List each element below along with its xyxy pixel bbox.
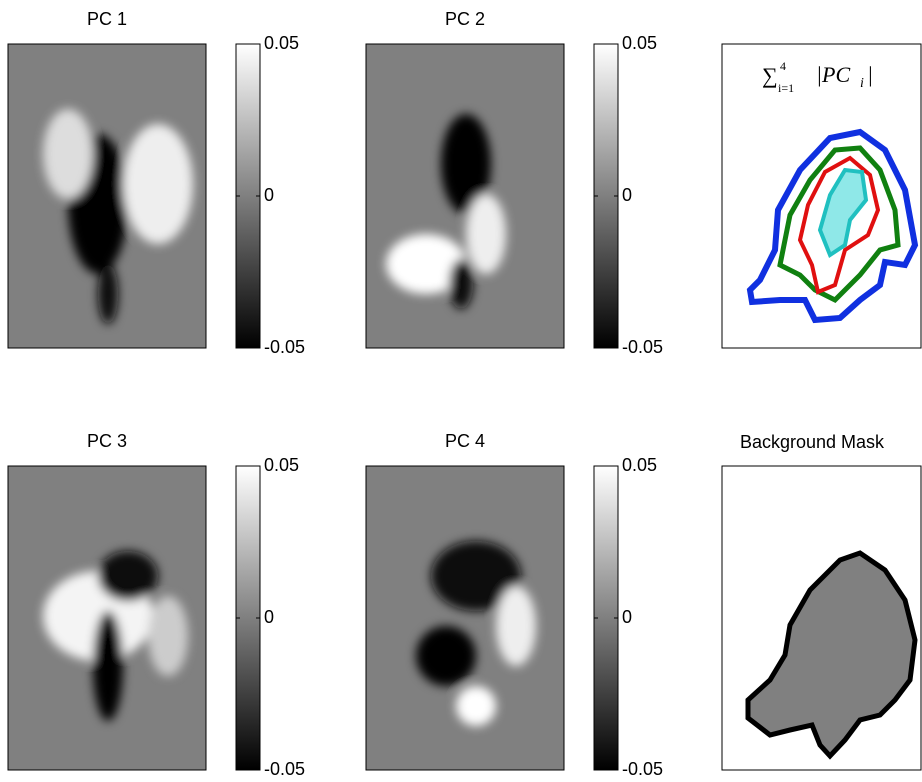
colorbar-tick-label: 0 <box>622 607 632 627</box>
panel-title: PC 3 <box>87 431 127 451</box>
pc-blob <box>416 626 476 686</box>
colorbar-tick-label: 0 <box>622 185 632 205</box>
pc-blob <box>43 109 93 199</box>
panel-title: PC 2 <box>445 9 485 29</box>
sum-close: | <box>867 62 873 87</box>
colorbar-tick-label: 0.05 <box>264 455 299 475</box>
pc-blob <box>456 686 496 726</box>
pc-pattern <box>43 551 188 721</box>
panel-title: PC 1 <box>87 9 127 29</box>
colorbar-tick-label: 0.05 <box>622 455 657 475</box>
colorbar-tick-label: 0.05 <box>264 33 299 53</box>
pc-panel: PC 3 -0.05 0 0.05 <box>7 431 305 779</box>
pc-pattern <box>386 114 506 309</box>
pc-blob <box>431 541 521 611</box>
colorbar-tick-label: -0.05 <box>264 337 305 357</box>
contour-cyan <box>817 167 869 259</box>
pc-blob <box>441 114 491 214</box>
sum-panel: ∑ i=1 4 |PC i | <box>721 43 922 349</box>
pc-blob <box>123 124 193 244</box>
pc-panel: PC 2 -0.05 0 0.05 <box>365 9 663 357</box>
pc-blob <box>98 264 118 324</box>
contour-blue <box>746 128 919 324</box>
colorbar-tick-label: 0.05 <box>622 33 657 53</box>
colorbar-tick-label: 0 <box>264 607 274 627</box>
sum-body: |PC <box>816 62 850 87</box>
colorbar-tick-label: -0.05 <box>264 759 305 779</box>
colorbar-tick-label: 0 <box>264 185 274 205</box>
pc-blob <box>93 611 123 721</box>
sum-upper: 4 <box>780 59 786 73</box>
sum-symbol: ∑ <box>762 63 778 88</box>
pc-blob <box>148 596 188 676</box>
pc-blob <box>449 259 473 309</box>
sum-lower: i=1 <box>778 81 794 95</box>
pc-blob <box>386 234 466 294</box>
pc-blob <box>496 586 536 666</box>
pc-panel: PC 4 -0.05 0 0.05 <box>365 431 663 779</box>
pc-panel: PC 1 -0.05 0 0.05 <box>7 9 305 357</box>
pc-pattern <box>416 541 536 726</box>
mask-panel: Background Mask <box>721 432 922 771</box>
pc-blob <box>98 551 158 601</box>
colorbar-tick-label: -0.05 <box>622 337 663 357</box>
panel-title: PC 4 <box>445 431 485 451</box>
pc-pattern <box>43 109 193 324</box>
contour-red <box>797 155 881 295</box>
colorbar-tick-label: -0.05 <box>622 759 663 779</box>
sum-index: i <box>860 76 864 91</box>
pc-blob <box>466 194 506 274</box>
mask-region <box>745 550 918 760</box>
mask-title: Background Mask <box>740 432 885 452</box>
